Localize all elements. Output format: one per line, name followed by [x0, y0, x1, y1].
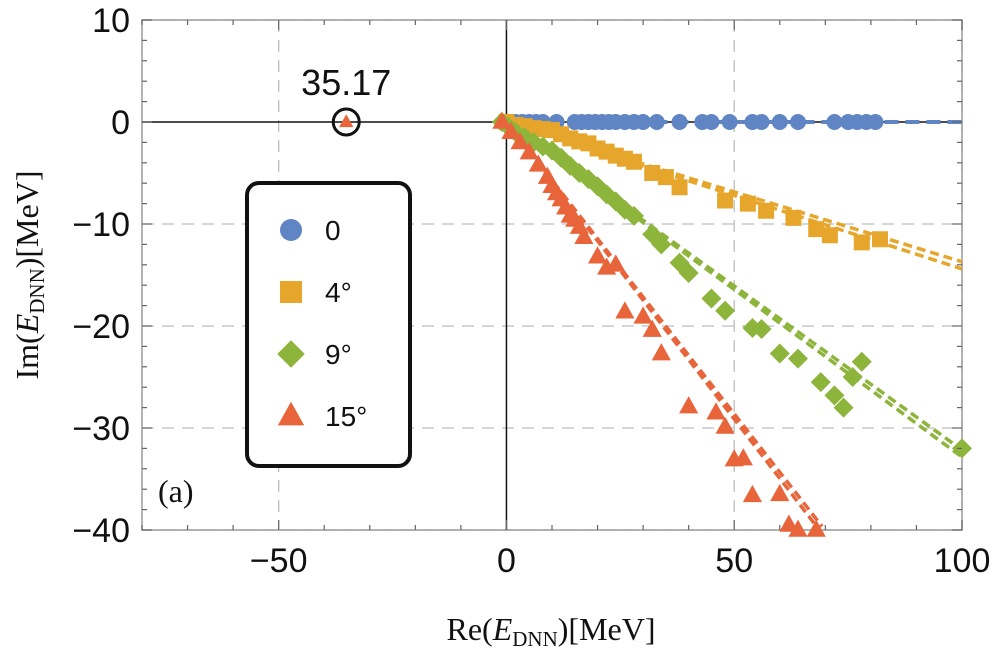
legend-marker-3	[277, 401, 305, 426]
y-tick-label: −20	[72, 308, 130, 346]
data-point-series-1	[717, 192, 734, 209]
data-point-series-2	[651, 234, 672, 255]
data-point-series-0	[671, 114, 688, 130]
data-point-series-2	[751, 319, 772, 340]
legend-marker-0	[280, 219, 302, 241]
x-tick-label: 100	[934, 542, 991, 580]
legend: 0 4° 9° 15°	[245, 181, 412, 468]
data-point-series-2	[851, 351, 872, 372]
data-point-series-0	[753, 114, 770, 130]
series-line-2	[500, 117, 964, 452]
data-point-series-1	[739, 195, 756, 212]
data-point-series-1	[758, 202, 775, 219]
y-axis-title: Im(EDNN)[MeV]	[9, 171, 49, 380]
data-point-series-1	[626, 153, 642, 170]
data-point-series-0	[635, 114, 652, 130]
series-points	[491, 111, 972, 537]
series-lines	[500, 115, 964, 535]
y-tick-label: −10	[72, 206, 130, 244]
legend-items: 0 4° 9° 15°	[277, 215, 367, 432]
data-point-series-3	[788, 519, 808, 537]
data-point-series-0	[867, 114, 884, 130]
legend-box	[245, 181, 412, 468]
series-line-1	[501, 118, 963, 264]
data-point-series-1	[821, 227, 838, 244]
bound-state-circle	[331, 107, 361, 137]
data-point-series-1	[872, 231, 888, 248]
data-point-series-2	[715, 300, 736, 321]
y-tick-label: −30	[72, 410, 130, 448]
data-point-series-1	[671, 179, 688, 196]
data-point-series-2	[833, 397, 854, 418]
data-point-series-3	[770, 483, 790, 502]
data-point-series-3	[510, 132, 530, 150]
bound-state-annotation: 35.17	[301, 62, 391, 137]
data-point-series-2	[810, 372, 831, 393]
data-point-series-3	[651, 343, 671, 361]
data-point-series-3	[742, 484, 763, 503]
y-tick-label: 10	[92, 2, 130, 40]
data-point-series-2	[824, 385, 845, 406]
data-point-series-2	[624, 205, 644, 226]
data-point-series-0	[790, 114, 806, 130]
data-point-series-3	[587, 246, 608, 264]
data-point-series-1	[785, 209, 802, 226]
legend-marker-1	[280, 281, 302, 303]
x-tick-label: 0	[497, 542, 516, 580]
data-point-series-0	[771, 114, 788, 130]
legend-label-2: 9°	[325, 339, 352, 370]
data-point-series-2	[678, 262, 699, 283]
data-point-series-3	[615, 301, 635, 319]
legend-marker-2	[277, 340, 305, 368]
data-point-series-0	[721, 114, 738, 130]
legend-label-0: 0	[325, 215, 341, 246]
data-point-series-2	[769, 343, 790, 364]
data-point-series-1	[657, 169, 674, 186]
data-point-series-3	[574, 226, 594, 245]
legend-label-1: 4°	[325, 277, 352, 308]
data-point-series-1	[853, 234, 870, 251]
data-point-series-1	[644, 165, 661, 181]
data-point-series-2	[788, 348, 808, 369]
data-point-series-1	[808, 221, 825, 238]
data-point-series-3	[679, 396, 699, 414]
data-point-series-3	[806, 519, 826, 537]
legend-label-3: 15°	[325, 401, 367, 432]
data-point-series-2	[842, 367, 863, 387]
data-point-series-0	[826, 114, 843, 130]
bound-state-point	[339, 114, 354, 128]
data-point-series-3	[715, 416, 735, 434]
panel-label: (a)	[158, 473, 194, 509]
bound-state-label: 35.17	[301, 62, 391, 103]
data-point-series-3	[519, 142, 539, 160]
y-tick-label: −40	[72, 512, 130, 550]
data-point-series-3	[528, 154, 548, 172]
data-point-series-3	[606, 254, 626, 272]
data-point-series-3	[492, 111, 512, 129]
x-tick-label: −50	[250, 542, 308, 580]
data-point-series-0	[703, 114, 720, 130]
x-tick-label: 50	[715, 542, 753, 580]
data-point-series-3	[501, 121, 521, 139]
data-point-series-3	[633, 306, 653, 324]
data-point-series-3	[706, 402, 726, 420]
y-tick-label: 0	[111, 104, 130, 142]
data-point-series-3	[642, 319, 662, 337]
data-point-series-3	[733, 448, 753, 466]
data-point-series-0	[648, 114, 665, 130]
series-line-2	[500, 117, 964, 459]
x-axis-title: Re(EDNN)[MeV]	[447, 611, 656, 648]
data-point-series-2	[701, 288, 722, 309]
